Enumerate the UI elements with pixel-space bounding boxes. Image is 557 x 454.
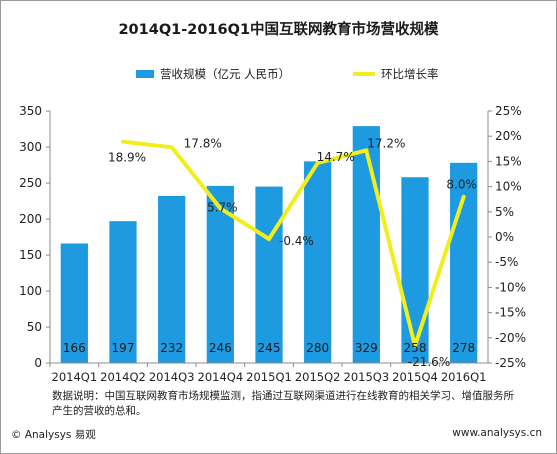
legend-swatch-revenue (136, 70, 154, 78)
revenue-bar (352, 126, 380, 364)
footer-copyright: © Analysys 易观 (11, 429, 96, 441)
revenue-bar-label: 232 (160, 341, 183, 355)
left-axis-tick-label: 50 (27, 320, 42, 334)
right-axis-tick-label: -25% (495, 356, 526, 370)
x-axis-tick-label: 2014Q3 (149, 370, 195, 384)
x-axis-tick-label: 2014Q4 (198, 370, 244, 384)
x-axis-tick-label: 2015Q4 (392, 370, 438, 384)
legend-item-revenue: 营收规模（亿元 人民币） (136, 65, 290, 83)
revenue-bar (401, 177, 429, 363)
x-axis-tick-label: 2016Q1 (441, 370, 487, 384)
revenue-bar-label: 197 (112, 341, 135, 355)
revenue-bar-label: 246 (209, 341, 232, 355)
x-axis-tick-label: 2015Q3 (344, 370, 390, 384)
right-axis-tick-label: 5% (495, 205, 514, 219)
right-axis-tick-label: -5% (495, 255, 518, 269)
growth-rate-label: 14.7% (317, 150, 355, 164)
left-axis-tick-label: 200 (19, 212, 42, 226)
legend-label-revenue: 营收规模（亿元 人民币） (160, 67, 291, 81)
revenue-bar-label: 245 (258, 341, 281, 355)
growth-rate-label: 18.9% (108, 151, 146, 165)
growth-rate-label: -21.6% (408, 355, 450, 369)
revenue-bar (450, 162, 478, 363)
legend-swatch-growth (353, 72, 375, 76)
left-axis-tick-label: 0 (34, 356, 42, 370)
right-axis-tick-label: 20% (495, 129, 522, 143)
growth-rate-line (121, 139, 466, 348)
revenue-bar-label: 258 (404, 341, 427, 355)
x-axis-tick-label: 2015Q1 (246, 370, 292, 384)
growth-rate-label: 17.2% (367, 136, 405, 150)
revenue-bar-label: 280 (306, 341, 329, 355)
revenue-bar-label: 278 (452, 341, 475, 355)
x-axis-tick-label: 2015Q2 (295, 370, 341, 384)
right-axis-tick-label: -15% (495, 306, 526, 320)
x-axis-tick-label: 2014Q2 (100, 370, 146, 384)
revenue-bar-label: 329 (355, 341, 378, 355)
left-axis-tick-label: 250 (19, 176, 42, 190)
right-axis-tick-label: 10% (495, 180, 522, 194)
legend: 营收规模（亿元 人民币） 环比增长率 (1, 65, 556, 83)
legend-label-growth: 环比增长率 (381, 67, 439, 81)
growth-rate-label: 5.7% (207, 200, 238, 214)
right-axis-tick-label: 25% (495, 104, 522, 118)
growth-rate-label: -0.4% (279, 234, 314, 248)
chart-title: 2014Q1-2016Q1中国互联网教育市场营收规模 (118, 22, 439, 38)
right-axis-tick-label: -10% (495, 280, 526, 294)
growth-rate-label: 17.8% (184, 136, 222, 150)
revenue-bar (255, 186, 283, 363)
growth-rate-label: 8.0% (446, 178, 477, 192)
right-axis-tick-label: 15% (495, 154, 522, 168)
revenue-bar (158, 195, 186, 363)
data-note: 数据说明：中国互联网教育市场规模监测，指通过互联网渠道进行在线教育的相关学习、增… (52, 390, 514, 417)
footer-url: www.analysys.cn (452, 427, 542, 439)
legend-item-growth: 环比增长率 (353, 65, 439, 83)
revenue-bar (109, 221, 137, 363)
left-axis-tick-label: 350 (19, 104, 42, 118)
left-axis-tick-label: 300 (19, 140, 42, 154)
revenue-bar (60, 243, 88, 363)
revenue-bar (304, 161, 332, 363)
right-axis-tick-label: -20% (495, 331, 526, 345)
left-axis-tick-label: 100 (19, 284, 42, 298)
left-axis-tick-label: 150 (19, 248, 42, 262)
revenue-bar-label: 166 (63, 341, 86, 355)
right-axis-tick-label: 0% (495, 230, 514, 244)
x-axis-tick-label: 2014Q1 (52, 370, 98, 384)
